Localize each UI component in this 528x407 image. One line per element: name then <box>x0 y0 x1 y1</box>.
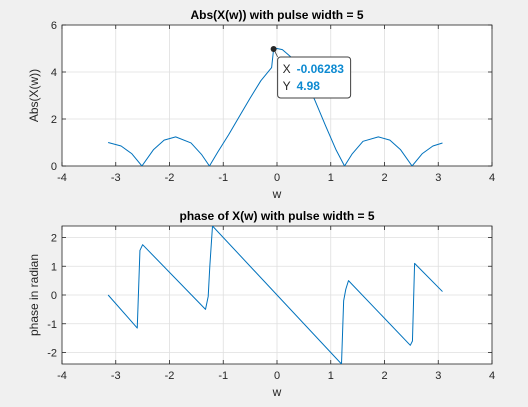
x-tick-label: -1 <box>218 370 228 382</box>
phase-chart: -4 -3 -2 -1 0 1 2 3 4 -2 -1 0 1 2 phase of X(w) with p… <box>27 209 495 399</box>
magnitude-chart: -4 -3 -2 -1 0 1 2 3 4 0 2 4 6 Abs(X(w)) with pulse wi… <box>27 8 495 201</box>
x-tick-label: -1 <box>218 172 228 184</box>
y-tick-label: 1 <box>51 261 57 273</box>
x-tick-label: -2 <box>165 172 175 184</box>
y-tick-label: 2 <box>51 233 57 245</box>
x-tick-label: -3 <box>111 370 121 382</box>
datatip[interactable]: X -0.06283 Y 4.98 <box>270 45 352 99</box>
y-tick-label: 0 <box>51 290 57 302</box>
x-tick-label: 1 <box>328 370 334 382</box>
chart-title: Abs(X(w)) with pulse width = 5 <box>190 8 363 22</box>
datatip-x-value: -0.06283 <box>297 62 345 76</box>
datatip-y-key: Y <box>283 79 291 93</box>
x-tick-label: -3 <box>111 172 121 184</box>
x-tick-label: 3 <box>435 370 441 382</box>
datatip-x-key: X <box>283 62 291 76</box>
datatip-box <box>277 56 352 99</box>
x-tick-label: 2 <box>381 172 387 184</box>
series-line <box>107 226 443 364</box>
datatip-y-value: 4.98 <box>297 79 321 93</box>
x-tick-label: -2 <box>165 370 175 382</box>
x-tick-label: 2 <box>381 370 387 382</box>
x-axis-label: w <box>272 385 282 399</box>
y-tick-label: 2 <box>51 114 57 126</box>
plot-frame <box>61 24 493 167</box>
x-tick-label: -4 <box>57 172 67 184</box>
datatip-marker[interactable] <box>270 45 277 52</box>
x-tick-label: -4 <box>57 370 67 382</box>
x-tick-label: 4 <box>489 172 495 184</box>
x-tick-label: 3 <box>435 172 441 184</box>
plot-frame <box>61 225 493 365</box>
y-tick-label: 6 <box>51 20 57 32</box>
y-tick-label: 0 <box>51 161 57 173</box>
chart-title: phase of X(w) with pulse width = 5 <box>179 209 374 223</box>
y-tick-label: 4 <box>51 67 57 79</box>
x-axis-label: w <box>272 187 282 201</box>
y-axis-label: Abs(X(w)) <box>27 69 41 122</box>
x-tick-label: 4 <box>489 370 495 382</box>
y-axis-label: phase in radian <box>27 254 41 336</box>
x-tick-label: 1 <box>328 172 334 184</box>
y-tick-label: -1 <box>47 319 57 331</box>
x-tick-label: 0 <box>274 370 280 382</box>
y-tick-label: -2 <box>47 348 57 360</box>
x-tick-label: 0 <box>274 172 280 184</box>
